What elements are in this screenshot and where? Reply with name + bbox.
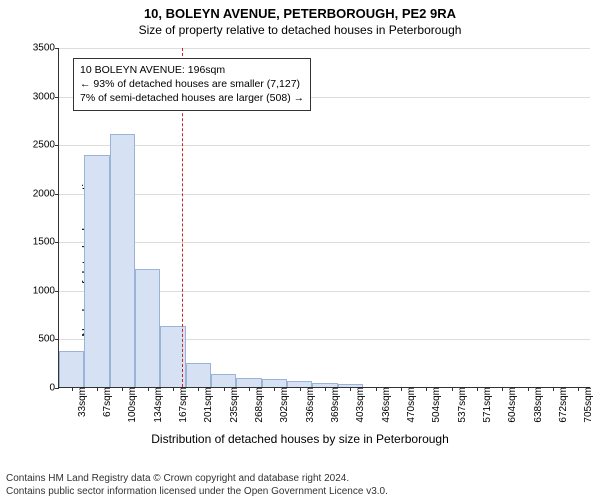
x-tick-label: 167sqm [176,387,189,423]
annotation-line: 10 BOLEYN AVENUE: 196sqm [80,63,304,77]
x-tick-label: 638sqm [531,387,544,423]
x-tick-label: 67sqm [100,387,113,417]
chart-container: Number of detached properties 0500100015… [0,42,600,466]
annotation-line: ← 93% of detached houses are smaller (7,… [80,77,304,91]
y-tick-label: 500 [38,334,59,345]
x-tick-label: 436sqm [379,387,392,423]
x-tick-mark [426,387,427,391]
x-tick-label: 537sqm [455,387,468,423]
footer-line: Contains public sector information licen… [6,486,388,499]
x-tick-mark [528,387,529,391]
histogram-bar [59,351,84,387]
x-tick-mark [198,387,199,391]
plot-area: 050010001500200025003000350033sqm67sqm10… [58,48,590,388]
gridline-h [59,48,590,49]
x-axis-label: Distribution of detached houses by size … [151,432,449,446]
histogram-bar [84,155,109,387]
x-tick-mark [376,387,377,391]
y-tick-label: 2500 [33,140,59,151]
y-tick-label: 3500 [33,43,59,54]
histogram-bar [186,363,211,387]
histogram-bar [135,269,160,388]
x-tick-label: 504sqm [429,387,442,423]
x-tick-label: 235sqm [227,387,240,423]
x-tick-label: 369sqm [328,387,341,423]
x-tick-label: 403sqm [353,387,366,423]
footer-attribution: Contains HM Land Registry data © Crown c… [6,473,388,498]
x-tick-mark [325,387,326,391]
x-tick-mark [173,387,174,391]
y-tick-label: 0 [49,383,59,394]
x-tick-label: 470sqm [404,387,417,423]
x-tick-mark [122,387,123,391]
x-tick-label: 33sqm [75,387,88,417]
x-tick-mark [72,387,73,391]
gridline-h [59,194,590,195]
x-tick-label: 134sqm [151,387,164,423]
x-tick-label: 268sqm [252,387,265,423]
chart-title-sub: Size of property relative to detached ho… [0,21,600,37]
x-tick-mark [502,387,503,391]
y-tick-label: 1000 [33,285,59,296]
x-tick-label: 705sqm [581,387,594,423]
y-tick-label: 1500 [33,237,59,248]
histogram-bar [262,379,287,387]
annotation-line: 7% of semi-detached houses are larger (5… [80,91,304,105]
x-tick-mark [452,387,453,391]
x-tick-mark [249,387,250,391]
x-tick-label: 302sqm [277,387,290,423]
x-tick-mark [553,387,554,391]
x-tick-label: 201sqm [201,387,214,423]
footer-line: Contains HM Land Registry data © Crown c… [6,473,388,486]
x-tick-mark [224,387,225,391]
x-tick-label: 672sqm [556,387,569,423]
histogram-bar [211,374,236,387]
x-tick-mark [300,387,301,391]
gridline-h [59,145,590,146]
chart-title-main: 10, BOLEYN AVENUE, PETERBOROUGH, PE2 9RA [0,0,600,21]
y-tick-label: 2000 [33,188,59,199]
x-tick-mark [477,387,478,391]
x-tick-label: 100sqm [125,387,138,423]
y-tick-label: 3000 [33,91,59,102]
x-tick-mark [401,387,402,391]
gridline-h [59,242,590,243]
histogram-bar [110,134,135,387]
x-tick-label: 336sqm [303,387,316,423]
x-tick-mark [97,387,98,391]
x-tick-label: 571sqm [480,387,493,423]
x-tick-label: 604sqm [505,387,518,423]
x-tick-mark [148,387,149,391]
annotation-box: 10 BOLEYN AVENUE: 196sqm ← 93% of detach… [73,58,311,111]
x-tick-mark [578,387,579,391]
x-tick-mark [350,387,351,391]
histogram-bar [236,378,261,387]
x-tick-mark [274,387,275,391]
